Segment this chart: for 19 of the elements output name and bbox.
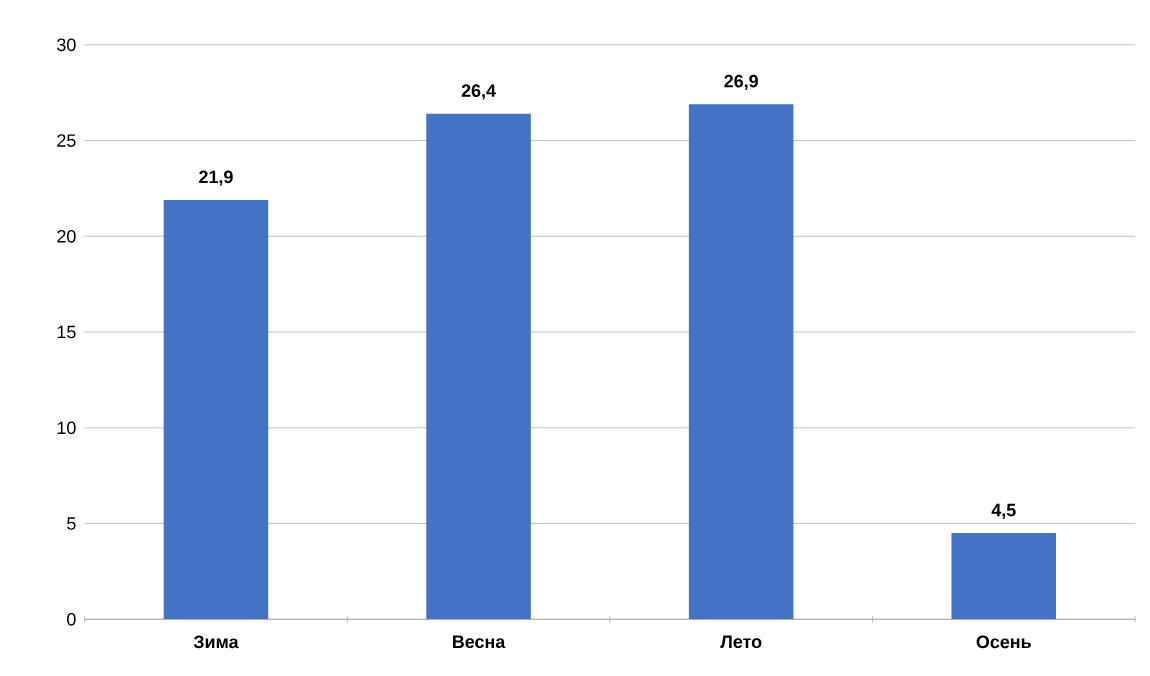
x-tick-label: Лето <box>720 635 762 649</box>
y-tick-label: 5 <box>67 517 76 530</box>
data-label: 26,4 <box>461 84 496 100</box>
y-tick-label: 25 <box>57 134 76 147</box>
bar <box>426 113 531 620</box>
data-label: 4,5 <box>991 503 1016 519</box>
y-tick-label: 0 <box>67 612 76 626</box>
x-tick-label: Зима <box>193 635 239 649</box>
data-label: 21,9 <box>199 170 233 186</box>
x-tick-label: Весна <box>453 635 506 649</box>
y-tick-label: 30 <box>57 38 76 52</box>
x-tick-label: Осень <box>976 635 1031 649</box>
y-tick-label: 20 <box>57 229 76 243</box>
y-tick-label: 15 <box>57 325 76 339</box>
bar <box>951 533 1057 620</box>
bar <box>688 104 794 620</box>
bar <box>163 199 269 620</box>
y-tick-label: 10 <box>57 421 76 435</box>
data-label: 26,9 <box>724 74 758 91</box>
